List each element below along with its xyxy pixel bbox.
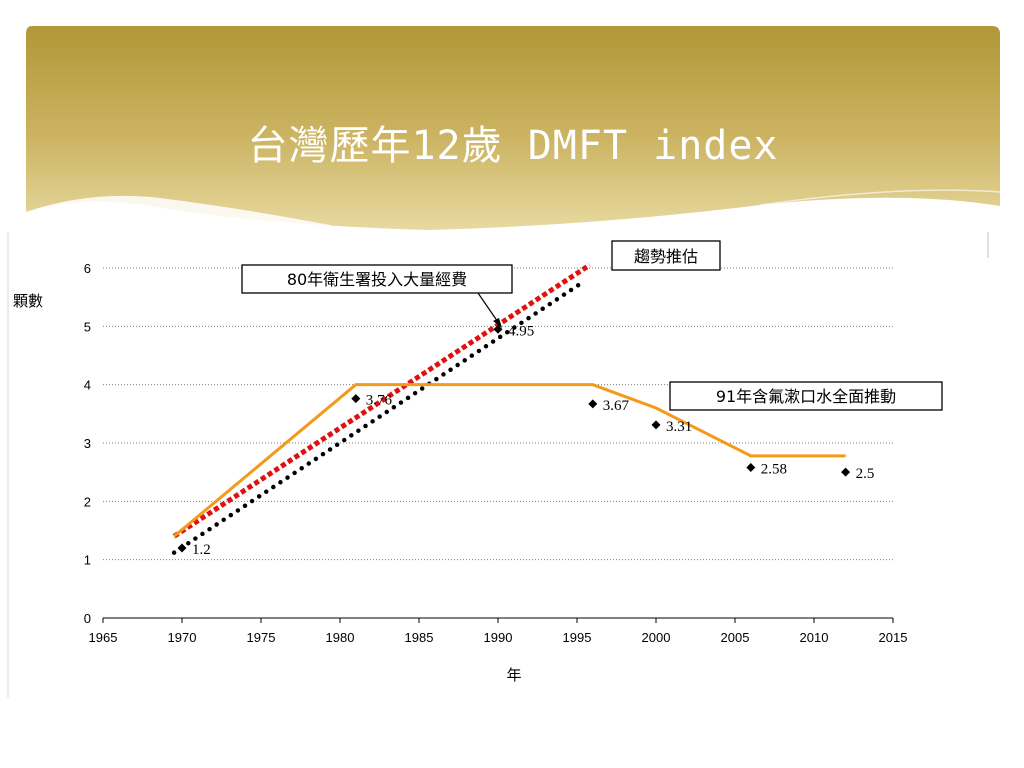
x-tick-label: 2000 [642,630,671,645]
x-axis-title: 年 [506,666,521,684]
data-point-diamond [588,399,598,409]
callout-trend: 趨勢推估 [611,240,721,271]
x-tick-label: 1990 [484,630,513,645]
trend-lines [171,262,846,555]
data-point-diamond [651,420,661,430]
data-point-diamond [493,324,503,334]
axes: 0 1 2 3 4 5 6 1965 1970 1975 1980 1985 1990 1995 2000 2… [84,261,908,645]
callout-funding-text: 80年衛生署投入大量經費 [287,270,467,289]
data-label: 3.31 [666,419,692,435]
data-point-diamond [841,467,851,477]
trend-line-dotted-black [171,278,588,555]
chart-background [8,232,988,698]
data-label: 4.95 [508,323,534,339]
callout-trend-text: 趨勢推估 [634,247,698,266]
y-tick-label: 6 [84,261,91,276]
data-label: 3.67 [603,398,630,414]
callout-fluoride: 91年含氟漱口水全面推動 [669,381,943,411]
data-label: 2.5 [856,466,875,482]
x-tick-label: 1970 [168,630,197,645]
callout-box [611,240,721,271]
callout-fluoride-text: 91年含氟漱口水全面推動 [716,387,896,406]
data-points: 1.2 3.76 4.95 3.67 3.31 2.58 2.5 [177,323,875,558]
data-label: 3.76 [366,393,393,409]
y-tick-label: 2 [84,494,91,509]
data-label: 1.2 [192,542,211,558]
x-tick-label: 1980 [326,630,355,645]
x-tick-label: 1975 [247,630,276,645]
x-tick-label: 2015 [879,630,908,645]
data-point-diamond [746,463,756,472]
x-tick-label: 2010 [800,630,829,645]
x-tick-label: 1985 [405,630,434,645]
data-label: 2.58 [761,462,787,478]
callout-arrowhead [493,318,502,328]
data-point-diamond [351,394,361,404]
x-tick-label: 1995 [563,630,592,645]
callout-funding: 80年衛生署投入大量經費 [241,264,513,328]
data-point-diamond [177,543,187,553]
trend-line-dashed-red [172,262,592,539]
slide-title: 台灣歷年12歲 DMFT index [247,123,779,169]
trend-line-solid-orange [173,383,846,538]
y-tick-label: 4 [84,378,91,393]
x-tick-label: 1965 [89,630,118,645]
x-tick-label: 2005 [721,630,750,645]
y-tick-label: 1 [84,553,91,568]
y-tick-label: 0 [84,611,91,626]
y-tick-label: 5 [84,319,91,334]
callout-box [241,264,513,294]
callout-box [669,381,943,411]
title-header-band [26,26,1001,236]
y-tick-label: 3 [84,436,91,451]
y-axis-title: 顆數 [13,292,43,310]
